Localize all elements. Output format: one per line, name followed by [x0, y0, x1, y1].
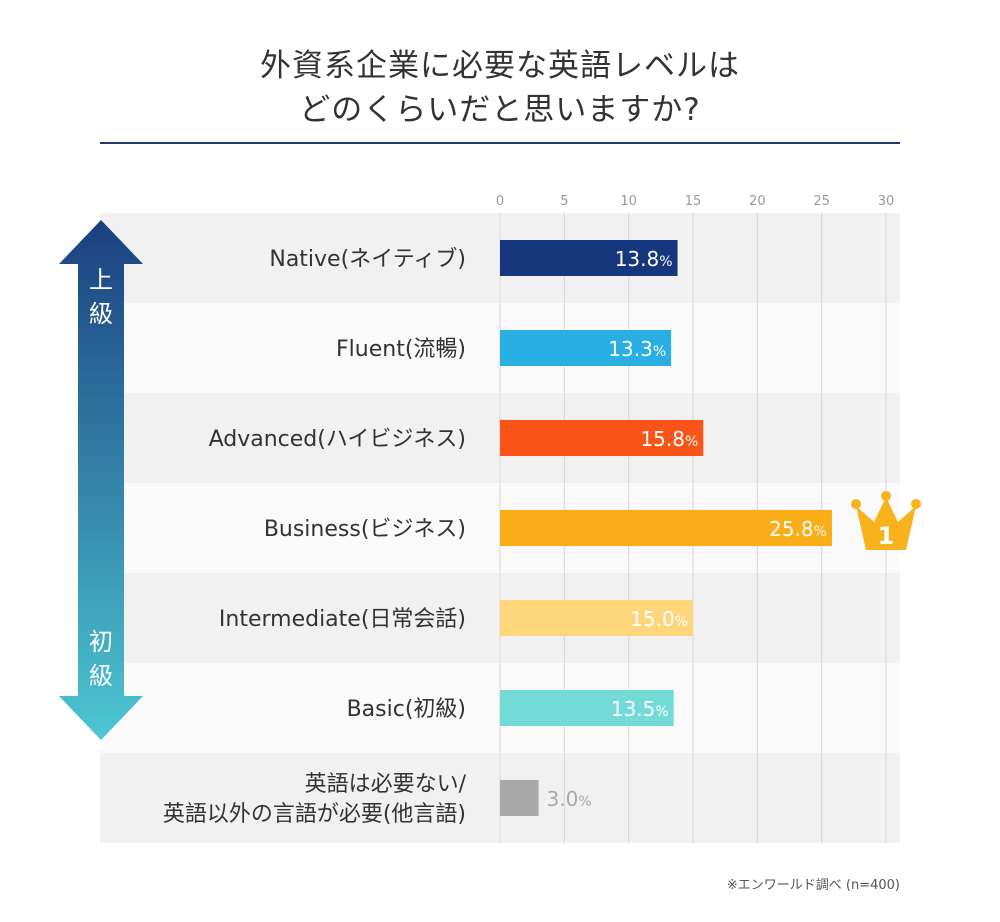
value-label: 13.8% [615, 247, 673, 271]
value-unit: % [675, 614, 688, 630]
x-tick-label: 0 [496, 194, 504, 209]
bar [500, 690, 674, 726]
category-label: Basic(初級) [347, 697, 466, 722]
crown-icon: 1 [851, 491, 921, 550]
category-label: Native(ネイティブ) [269, 247, 466, 272]
level-arrow [59, 220, 143, 740]
value-label: 15.8% [640, 427, 698, 451]
crown-jewel [851, 499, 861, 509]
crown-jewel [911, 499, 921, 509]
value-label: 15.0% [630, 607, 688, 631]
bar [500, 600, 693, 636]
value-label: 13.5% [611, 697, 669, 721]
category-label: Advanced(ハイビジネス) [209, 427, 466, 452]
x-tick-label: 5 [560, 194, 568, 209]
x-tick-label: 10 [620, 194, 637, 209]
value-number: 13.3 [608, 337, 653, 361]
bar [500, 240, 678, 276]
crown-jewel [881, 491, 891, 501]
arrow-bottom-label: 初 [89, 628, 113, 656]
value-number: 13.8 [615, 247, 660, 271]
value-label: 25.8% [769, 517, 827, 541]
value-number: 15.8 [640, 427, 685, 451]
value-unit: % [655, 704, 668, 720]
footnote: ※エンワールド調べ (n=400) [726, 878, 900, 893]
chart-title-line-1: 外資系企業に必要な英語レベルは [260, 48, 740, 84]
x-tick-label: 30 [878, 194, 895, 209]
value-unit: % [578, 794, 591, 810]
x-tick-label: 20 [749, 194, 766, 209]
chart-title: 外資系企業に必要な英語レベルは どのくらいだと思いますか? [0, 44, 1000, 132]
value-unit: % [814, 524, 827, 540]
x-tick-label: 15 [685, 194, 702, 209]
value-unit: % [653, 344, 666, 360]
value-unit: % [659, 254, 672, 270]
arrow-bottom-label: 級 [89, 662, 113, 690]
bar [500, 330, 672, 366]
value-number: 15.0 [630, 607, 675, 631]
category-label: 英語は必要ない/ [305, 772, 467, 797]
bar [500, 420, 704, 456]
value-unit: % [685, 434, 698, 450]
bar [500, 510, 832, 546]
arrow-top-label: 級 [89, 300, 113, 328]
x-tick-label: 25 [813, 194, 830, 209]
value-number: 3.0 [547, 787, 579, 811]
title-divider [100, 142, 900, 144]
category-label: Business(ビジネス) [264, 517, 466, 542]
value-label: 3.0% [547, 787, 592, 811]
arrow-top-label: 上 [89, 266, 113, 294]
category-label: 英語以外の言語が必要(他言語) [163, 802, 466, 827]
category-label: Fluent(流暢) [336, 337, 466, 362]
value-label: 13.3% [608, 337, 666, 361]
rank-number: 1 [878, 522, 895, 550]
chart-title-line-2: どのくらいだと思いますか? [299, 92, 701, 128]
value-number: 13.5 [611, 697, 656, 721]
crown-shape [856, 497, 916, 550]
value-number: 25.8 [769, 517, 814, 541]
category-label: Intermediate(日常会話) [219, 607, 466, 632]
bar [500, 780, 539, 816]
